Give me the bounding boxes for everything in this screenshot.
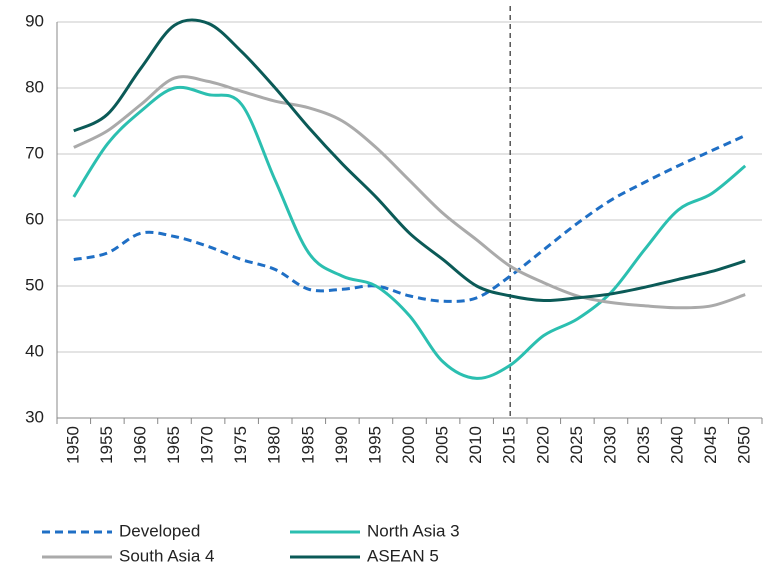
y-tick-label: 30 bbox=[25, 407, 44, 426]
series-line bbox=[72, 85, 747, 380]
y-tick-label: 50 bbox=[25, 275, 44, 294]
x-tick-label: 1980 bbox=[265, 426, 284, 464]
legend-label: North Asia 3 bbox=[367, 521, 460, 540]
x-tick-label: 1950 bbox=[63, 426, 82, 464]
x-tick-label: 2005 bbox=[433, 426, 452, 464]
legend-label: ASEAN 5 bbox=[367, 546, 439, 565]
x-tick-label: 2000 bbox=[399, 426, 418, 464]
x-tick-label: 2050 bbox=[735, 426, 754, 464]
x-tick-label: 2025 bbox=[567, 426, 586, 464]
x-tick-label: 1970 bbox=[198, 426, 217, 464]
x-tick-label: 2015 bbox=[500, 426, 519, 464]
x-tick-label: 2035 bbox=[634, 426, 653, 464]
x-tick-label: 2030 bbox=[600, 426, 619, 464]
x-tick-label: 2045 bbox=[701, 426, 720, 464]
x-tick-label: 2020 bbox=[533, 426, 552, 464]
x-tick-label: 2040 bbox=[668, 426, 687, 464]
legend-label: South Asia 4 bbox=[119, 546, 214, 565]
x-tick-label: 1985 bbox=[298, 426, 317, 464]
x-tick-label: 1965 bbox=[164, 426, 183, 464]
series-line bbox=[73, 134, 746, 303]
y-tick-label: 70 bbox=[25, 143, 44, 162]
legend-label: Developed bbox=[119, 521, 200, 540]
x-tick-label: 2010 bbox=[466, 426, 485, 464]
x-tick-label: 1995 bbox=[365, 426, 384, 464]
x-tick-label: 1960 bbox=[130, 426, 149, 464]
x-tick-label: 1975 bbox=[231, 426, 250, 464]
y-tick-label: 90 bbox=[25, 11, 44, 30]
x-tick-label: 1990 bbox=[332, 426, 351, 464]
series-line bbox=[73, 75, 746, 310]
y-tick-label: 80 bbox=[25, 77, 44, 96]
series-line bbox=[73, 18, 746, 303]
y-tick-label: 60 bbox=[25, 209, 44, 228]
x-tick-label: 1955 bbox=[97, 426, 116, 464]
y-tick-label: 40 bbox=[25, 341, 44, 360]
